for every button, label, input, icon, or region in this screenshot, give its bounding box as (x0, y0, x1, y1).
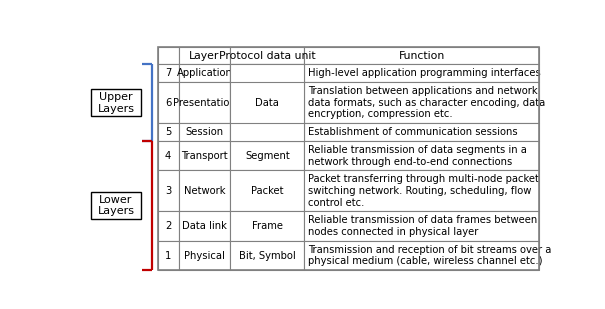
Bar (304, 241, 539, 270)
Text: 5: 5 (165, 127, 171, 137)
Text: 3: 3 (165, 186, 171, 196)
Bar (178, 241, 230, 270)
Bar (158, 141, 178, 171)
Text: Presentation: Presentation (173, 98, 236, 108)
Bar (304, 141, 539, 171)
Bar (304, 64, 539, 82)
Text: Establishment of communication sessions: Establishment of communication sessions (308, 127, 517, 137)
Text: Application: Application (177, 68, 232, 78)
Text: 1: 1 (165, 251, 171, 260)
Bar (230, 82, 304, 123)
Bar (304, 82, 539, 123)
Text: Frame: Frame (252, 221, 283, 231)
Bar (158, 47, 178, 64)
Text: Upper
Layers: Upper Layers (97, 92, 134, 113)
Bar (158, 171, 178, 211)
Bar (230, 241, 304, 270)
Bar (178, 123, 230, 141)
Text: 4: 4 (165, 151, 171, 161)
Bar (158, 64, 178, 82)
FancyBboxPatch shape (91, 89, 140, 116)
Bar (230, 141, 304, 171)
Bar (304, 211, 539, 241)
Bar (230, 64, 304, 141)
FancyBboxPatch shape (91, 192, 140, 219)
Text: High-level application programming interfaces: High-level application programming inter… (308, 68, 540, 78)
Bar (178, 82, 230, 123)
Text: Segment: Segment (245, 151, 290, 161)
Text: Physical: Physical (184, 251, 225, 260)
Text: Lower
Layers: Lower Layers (97, 195, 134, 216)
Bar (158, 123, 178, 141)
Text: Transmission and reception of bit streams over a
physical medium (cable, wireles: Transmission and reception of bit stream… (308, 245, 551, 266)
Bar (230, 64, 304, 82)
Bar (178, 64, 230, 82)
Bar (158, 211, 178, 241)
Text: Packet: Packet (251, 186, 284, 196)
Bar (178, 141, 230, 171)
Bar (178, 211, 230, 241)
Bar (178, 47, 230, 64)
Text: Bit, Symbol: Bit, Symbol (239, 251, 296, 260)
Bar (158, 82, 178, 123)
Text: Reliable transmission of data segments in a
network through end-to-end connectio: Reliable transmission of data segments i… (308, 145, 526, 167)
Text: Translation between applications and network
data formats, such as character enc: Translation between applications and net… (308, 86, 545, 119)
Text: Transport: Transport (181, 151, 227, 161)
Text: Data link: Data link (182, 221, 227, 231)
Bar (230, 211, 304, 241)
Bar (304, 47, 539, 64)
Text: Network: Network (184, 186, 225, 196)
Text: Data: Data (255, 98, 280, 108)
Text: Function: Function (399, 50, 445, 61)
Text: Packet transferring through multi-node packet
switching network. Routing, schedu: Packet transferring through multi-node p… (308, 174, 538, 208)
Bar (230, 47, 304, 64)
Bar (230, 123, 304, 141)
Text: Session: Session (185, 127, 223, 137)
Text: 2: 2 (165, 221, 171, 231)
Text: Protocol data unit: Protocol data unit (219, 50, 316, 61)
Text: Layer: Layer (189, 50, 220, 61)
Text: 6: 6 (165, 98, 171, 108)
Bar (158, 47, 539, 270)
Bar (304, 123, 539, 141)
Bar (304, 171, 539, 211)
Bar (178, 171, 230, 211)
Text: Reliable transmission of data frames between
nodes connected in physical layer: Reliable transmission of data frames bet… (308, 215, 537, 237)
Bar (158, 241, 178, 270)
Bar (230, 171, 304, 211)
Text: 7: 7 (165, 68, 171, 78)
